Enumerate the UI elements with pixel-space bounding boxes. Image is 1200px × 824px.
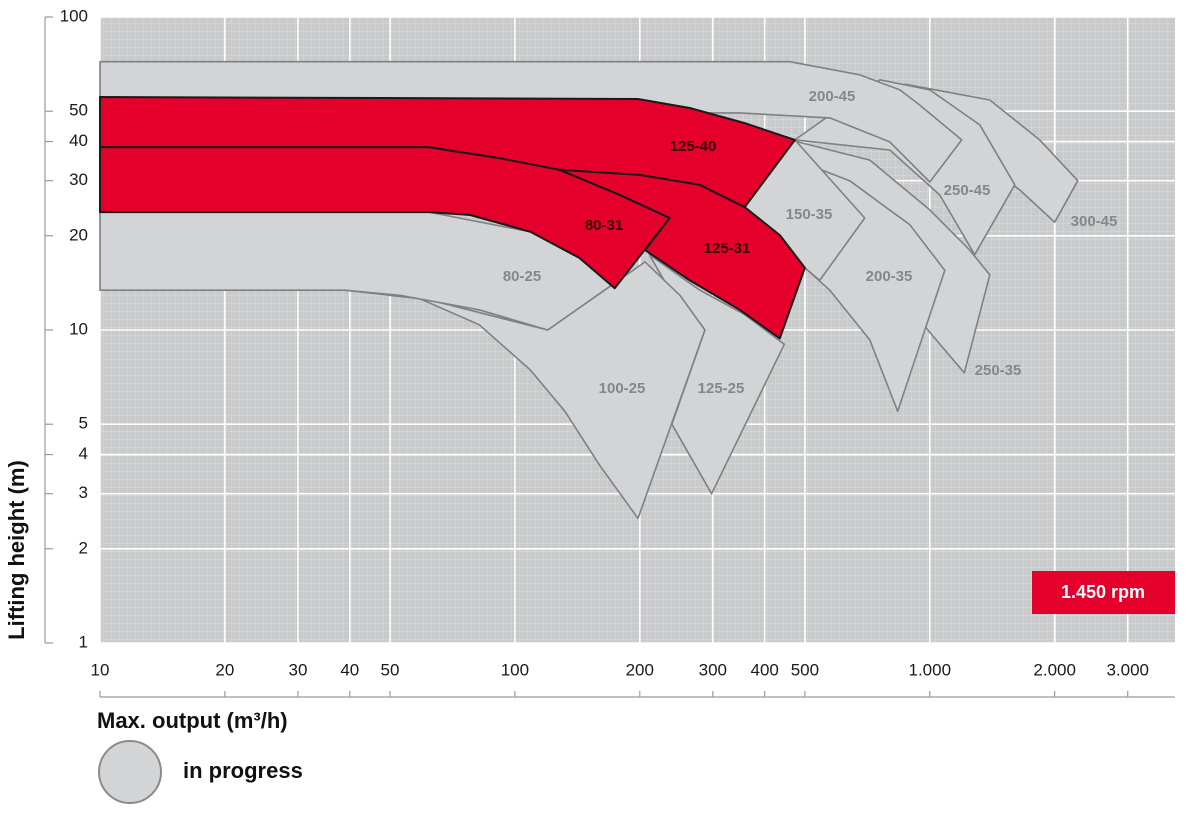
region-label: 250-45 (944, 182, 991, 199)
badge-text: 1.450 rpm (1061, 582, 1145, 602)
region-label: 80-31 (585, 217, 623, 234)
y-tick-label: 3 (79, 483, 88, 502)
x-tick-label: 2.000 (1033, 660, 1076, 679)
operating-range (99, 211, 613, 331)
region-label: 125-31 (704, 240, 751, 257)
y-axis-title: Lifting height (m) (4, 460, 29, 640)
x-tick-label: 50 (381, 660, 400, 679)
y-tick-label: 5 (79, 414, 88, 433)
region-label: 200-35 (866, 268, 913, 285)
x-tick-label: 1.000 (909, 660, 952, 679)
x-tick-label: 20 (215, 660, 234, 679)
y-tick-label: 4 (79, 444, 88, 463)
y-tick-label: 1 (79, 632, 88, 651)
region-label: 100-25 (599, 380, 646, 397)
y-tick-label: 30 (69, 170, 88, 189)
region-labels: 300-45 250-45 200-45 250-35 200-35 150-35 125-… (503, 88, 1118, 397)
y-tick-label: 10 (69, 319, 88, 338)
y-tick-label: 40 (69, 131, 88, 150)
y-tick-label: 50 (69, 101, 88, 120)
x-tick-label: 3.000 (1106, 660, 1149, 679)
region-label: 150-35 (786, 206, 833, 223)
region-label: 80-25 (503, 268, 541, 285)
y-tick-label: 100 (60, 6, 88, 25)
x-axis-title: Max. output (m³/h) (97, 708, 288, 733)
region-label: 200-45 (809, 88, 856, 105)
legend-swatch (98, 740, 162, 804)
region-label: 250-35 (975, 362, 1022, 379)
x-tick-label: 40 (340, 660, 359, 679)
y-tick-label: 2 (79, 538, 88, 557)
rpm-badge: 1.450 rpm (1032, 571, 1175, 614)
x-tick-label: 400 (750, 660, 778, 679)
x-tick-label: 300 (699, 660, 727, 679)
x-tick-label: 100 (501, 660, 529, 679)
legend: in progress (98, 740, 303, 804)
legend-label: in progress (183, 758, 303, 783)
region-label: 125-25 (698, 380, 745, 397)
axes: 1 2 3 4 5 10 20 30 40 50 100 10 20 30 40 50 100 200 300 400… (44, 6, 1175, 698)
y-tick-label: 20 (69, 225, 88, 244)
operating-range (99, 96, 796, 209)
x-tick-label: 200 (626, 660, 654, 679)
badge-background (1032, 571, 1175, 614)
x-tick-label: 10 (91, 660, 110, 679)
regions (99, 60, 1079, 520)
region-label: 300-45 (1071, 213, 1118, 230)
region-label: 125-40 (670, 138, 717, 155)
x-tick-label: 30 (288, 660, 307, 679)
x-tick-label: 500 (791, 660, 819, 679)
